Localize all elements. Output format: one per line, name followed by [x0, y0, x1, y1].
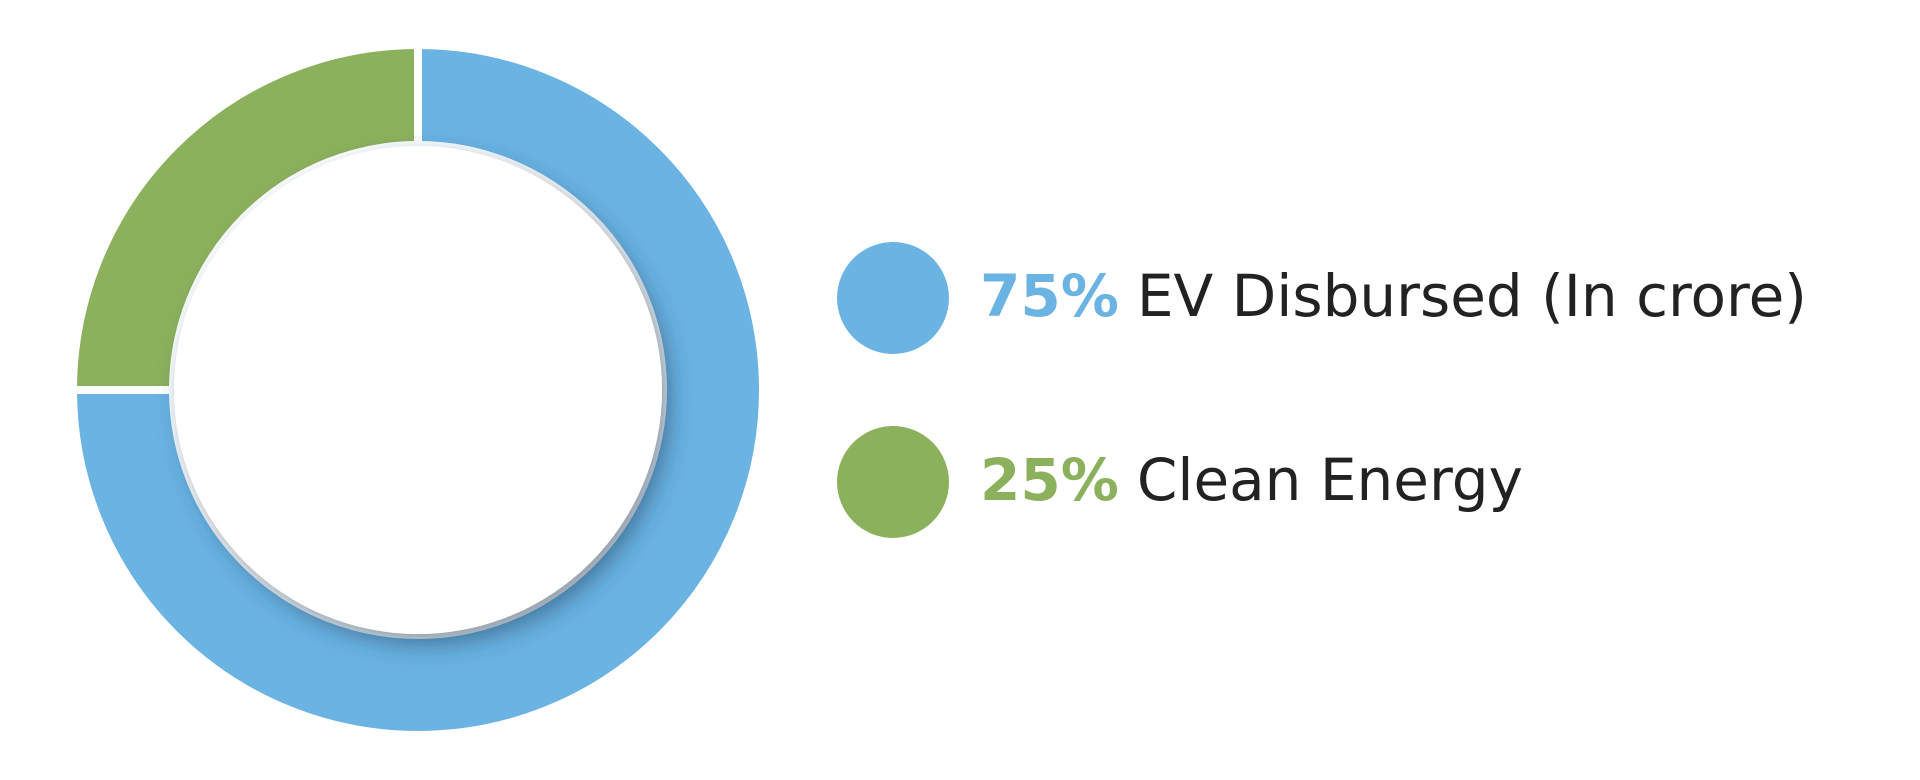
donut — [68, 40, 767, 739]
donut-hole — [174, 146, 662, 634]
legend-value-label: 75% — [980, 262, 1119, 330]
legend-label: Clean Energy — [1137, 446, 1523, 514]
legend: 75% EV Disbursed (In crore) 25% Clean Energ… — [837, 242, 1807, 538]
pie-slice — [68, 40, 767, 739]
legend-value-label: 25% — [980, 446, 1119, 514]
legend-entry: 25% Clean Energy — [980, 446, 1523, 514]
pie-slice — [68, 40, 422, 394]
legend-label: EV Disbursed (In crore) — [1137, 262, 1807, 330]
legend-entry: 75% EV Disbursed (In crore) — [980, 262, 1807, 330]
legend-swatch — [837, 426, 949, 538]
legend-swatch — [837, 242, 949, 354]
